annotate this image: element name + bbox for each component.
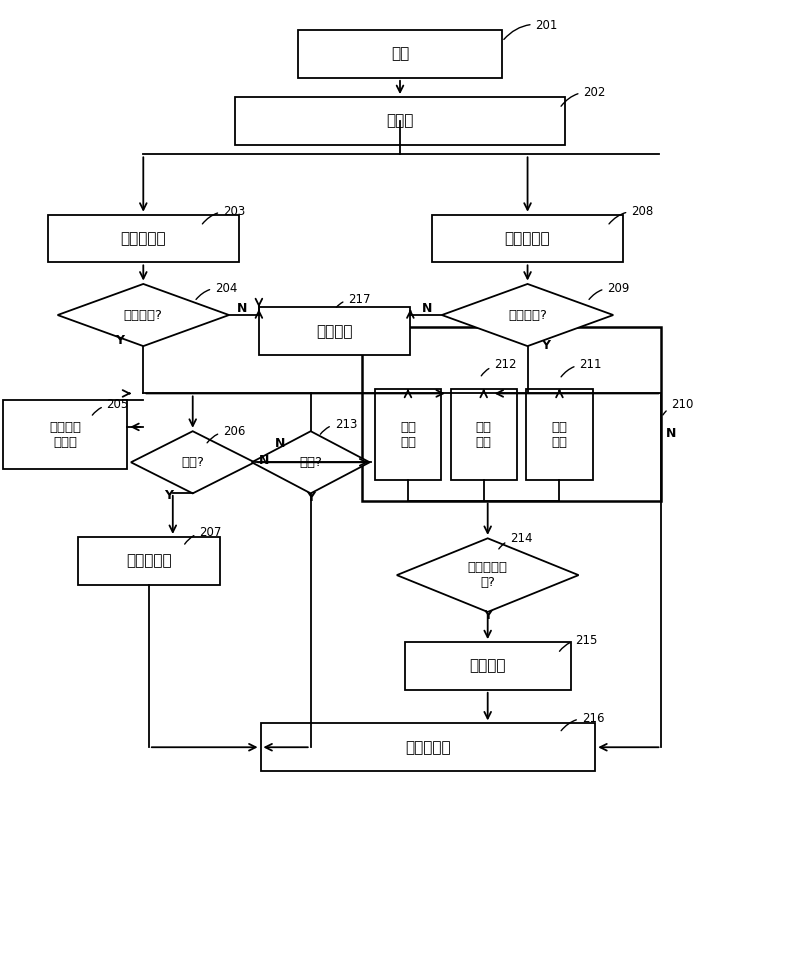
FancyBboxPatch shape [259, 308, 410, 355]
Text: 205: 205 [92, 398, 129, 415]
Text: 208: 208 [609, 205, 654, 223]
Text: 修改控制
器参数: 修改控制 器参数 [49, 421, 81, 449]
Text: 206: 206 [207, 425, 246, 443]
Text: 报警提示: 报警提示 [470, 659, 506, 673]
Text: Y: Y [164, 489, 174, 503]
Text: 定时
设置: 定时 设置 [551, 421, 567, 449]
Text: 203: 203 [202, 205, 246, 223]
Text: 连接控制器: 连接控制器 [121, 231, 166, 246]
Text: N: N [666, 427, 676, 440]
Text: 断开控制器: 断开控制器 [126, 553, 172, 569]
FancyBboxPatch shape [298, 30, 502, 78]
Text: 断开?: 断开? [299, 456, 322, 469]
FancyBboxPatch shape [362, 326, 662, 501]
Text: 217: 217 [337, 293, 370, 307]
Text: 201: 201 [504, 19, 558, 39]
Text: 连接成功?: 连接成功? [508, 309, 547, 321]
FancyBboxPatch shape [405, 643, 570, 690]
FancyBboxPatch shape [375, 388, 441, 480]
Text: 214: 214 [499, 532, 533, 549]
FancyBboxPatch shape [78, 537, 220, 585]
Text: 209: 209 [589, 282, 630, 299]
FancyBboxPatch shape [432, 215, 623, 263]
Text: 207: 207 [185, 526, 222, 544]
Text: 211: 211 [561, 359, 602, 377]
Text: Y: Y [541, 339, 550, 352]
Text: 初始化: 初始化 [386, 113, 414, 129]
FancyBboxPatch shape [48, 215, 239, 263]
Text: 连接发送机: 连接发送机 [505, 231, 550, 246]
Text: 开始: 开始 [391, 46, 409, 61]
Text: 收到报警信
息?: 收到报警信 息? [468, 561, 508, 589]
Text: N: N [275, 436, 285, 450]
Text: 连接成功?: 连接成功? [124, 309, 162, 321]
Text: 供电
控制: 供电 控制 [400, 421, 416, 449]
Text: Y: Y [306, 491, 315, 504]
Text: N: N [259, 454, 270, 467]
FancyBboxPatch shape [3, 400, 127, 469]
Polygon shape [442, 284, 614, 346]
Text: N: N [422, 302, 432, 315]
FancyBboxPatch shape [262, 723, 594, 771]
Text: 断开发送机: 断开发送机 [405, 739, 450, 755]
Polygon shape [131, 432, 254, 493]
Text: 失败处理: 失败处理 [316, 324, 353, 339]
Text: 212: 212 [482, 359, 517, 376]
Text: 215: 215 [559, 634, 598, 651]
FancyBboxPatch shape [450, 388, 517, 480]
Text: 状态
监测: 状态 监测 [476, 421, 492, 449]
Text: 213: 213 [320, 417, 357, 434]
FancyBboxPatch shape [234, 97, 566, 145]
Text: 断开?: 断开? [182, 456, 204, 469]
Text: 210: 210 [663, 398, 694, 415]
Polygon shape [252, 432, 370, 493]
FancyBboxPatch shape [526, 388, 593, 480]
Text: N: N [237, 302, 247, 315]
Text: 204: 204 [196, 282, 238, 299]
Text: Y: Y [115, 335, 124, 347]
Text: 216: 216 [561, 712, 604, 731]
Polygon shape [58, 284, 229, 346]
Text: 202: 202 [561, 85, 606, 106]
Polygon shape [397, 538, 578, 612]
Text: Y: Y [483, 609, 492, 621]
